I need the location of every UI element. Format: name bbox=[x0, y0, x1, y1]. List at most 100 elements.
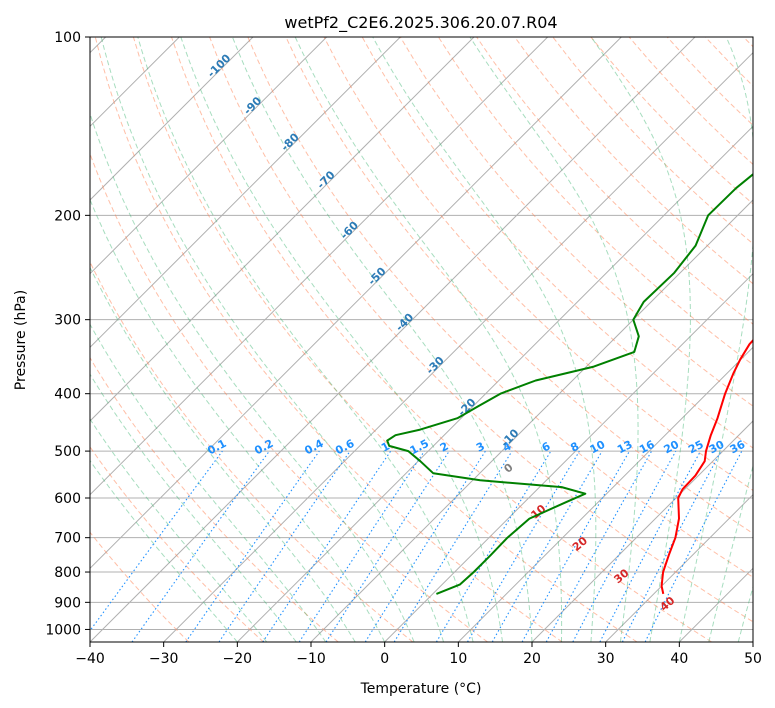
dry-adiabat bbox=[437, 37, 753, 366]
chart-title: wetPf2_C2E6.2025.306.20.07.R04 bbox=[284, 13, 557, 33]
mixing-ratio-line bbox=[325, 450, 450, 642]
x-tick-label: 0 bbox=[380, 651, 389, 667]
y-tick-label: 300 bbox=[54, 313, 81, 329]
dry-adiabat bbox=[90, 260, 414, 642]
moist-adiabat bbox=[590, 37, 691, 642]
isotherm--40 bbox=[90, 37, 696, 642]
y-tick-label: 600 bbox=[54, 491, 81, 507]
plot-frame bbox=[89, 36, 754, 643]
dry-adiabat bbox=[171, 37, 712, 642]
mixing-ratio-label: 20 bbox=[662, 438, 682, 457]
moist-adiabat bbox=[180, 37, 503, 642]
mixing-ratio-label: 13 bbox=[615, 438, 635, 457]
dry-adiabat bbox=[90, 356, 339, 642]
pressure-gridlines bbox=[90, 37, 753, 630]
dry-adiabat bbox=[285, 37, 753, 535]
plot-area bbox=[90, 37, 753, 642]
isotherm--50 bbox=[90, 37, 622, 570]
mixing-ratio-line bbox=[521, 450, 630, 642]
dry-adiabat bbox=[399, 37, 753, 407]
y-tick-label: 1000 bbox=[45, 622, 81, 638]
isotherm-0 bbox=[384, 272, 753, 642]
moist-adiabat bbox=[372, 37, 597, 642]
dry-adiabat bbox=[132, 37, 638, 642]
moist-adiabat bbox=[231, 37, 533, 642]
moist-adiabat bbox=[708, 464, 753, 642]
moist-adiabat bbox=[678, 37, 753, 642]
temperature-profile bbox=[660, 338, 753, 595]
mixing-ratio-line bbox=[298, 450, 425, 642]
mixing-ratio-line bbox=[393, 450, 513, 642]
x-tick-label: −20 bbox=[223, 651, 253, 667]
x-tick-label: 30 bbox=[597, 651, 615, 667]
mixing-ratio-label: 16 bbox=[637, 438, 657, 457]
x-tick-label: 50 bbox=[744, 651, 762, 667]
moist-adiabat bbox=[100, 37, 445, 642]
x-tick-label: 10 bbox=[449, 651, 467, 667]
isotherm--60 bbox=[90, 37, 549, 496]
moist-adiabat bbox=[90, 418, 268, 642]
mixing-ratio-line bbox=[218, 450, 351, 642]
dry-adiabat bbox=[90, 531, 190, 642]
x-tick-label: 20 bbox=[523, 651, 541, 667]
y-tick-label: 500 bbox=[54, 444, 81, 460]
moist-adiabat bbox=[90, 373, 297, 642]
isotherm-50 bbox=[752, 641, 753, 642]
mixing-ratio-line bbox=[262, 450, 392, 642]
dry-adiabat bbox=[323, 37, 753, 491]
mixing-ratio-line bbox=[545, 450, 653, 642]
chart-background bbox=[90, 37, 753, 642]
dewpoint-profile bbox=[386, 172, 753, 595]
x-tick-label: −10 bbox=[296, 651, 326, 667]
isotherm-30 bbox=[605, 493, 753, 642]
x-axis-label: Temperature (°C) bbox=[360, 681, 482, 697]
mixing-ratio-line bbox=[644, 450, 743, 642]
y-tick-label: 700 bbox=[54, 531, 81, 547]
y-axis-label: Pressure (hPa) bbox=[13, 290, 29, 390]
dry-adiabat bbox=[361, 37, 753, 449]
dry-adiabat bbox=[94, 37, 563, 642]
moist-adiabat bbox=[137, 37, 474, 642]
y-tick-label: 400 bbox=[54, 387, 81, 403]
isotherm--100 bbox=[90, 37, 254, 201]
moist-adiabat bbox=[469, 37, 639, 642]
y-tick-label: 200 bbox=[54, 208, 81, 224]
sounding-profiles bbox=[386, 172, 753, 595]
mixing-ratio-line bbox=[131, 450, 270, 642]
isotherm-20 bbox=[531, 420, 753, 642]
mixing-ratio-label: 36 bbox=[728, 438, 748, 457]
mixing-ratio-lines bbox=[90, 450, 743, 642]
x-tick-label: −30 bbox=[149, 651, 179, 667]
mixing-ratio-label: 10 bbox=[588, 438, 608, 457]
dry-adiabat bbox=[514, 37, 753, 285]
mixing-ratio-label: 30 bbox=[707, 438, 727, 457]
mixing-ratio-line bbox=[185, 450, 320, 642]
dry-adiabat bbox=[90, 446, 264, 642]
x-tick-label: 40 bbox=[670, 651, 688, 667]
moist-adiabat bbox=[90, 266, 356, 642]
x-axis-ticks: −40 −30 −20 −10 0 10 20 30 40 50 bbox=[75, 642, 762, 667]
isotherm--30 bbox=[163, 51, 753, 642]
mixing-ratio-line bbox=[90, 450, 223, 632]
dry-adiabats bbox=[90, 37, 753, 642]
dry-adiabat bbox=[90, 152, 488, 642]
isotherm--70 bbox=[90, 37, 475, 422]
moist-adiabat bbox=[737, 585, 753, 642]
isotherm--90 bbox=[90, 37, 328, 275]
isotherm-10 bbox=[457, 346, 753, 642]
plot-border bbox=[89, 36, 754, 643]
mixing-ratio-line bbox=[572, 450, 677, 642]
y-tick-label: 900 bbox=[54, 595, 81, 611]
dry-adiabat bbox=[247, 37, 753, 578]
y-tick-label: 800 bbox=[54, 565, 81, 581]
isotherm--80 bbox=[90, 37, 401, 349]
y-axis-ticks: 100 200 300 400 500 600 700 800 900 1000 bbox=[45, 30, 90, 638]
skewed-isotherms bbox=[90, 37, 753, 642]
mixing-ratio-label: 25 bbox=[686, 438, 706, 457]
x-tick-label: −40 bbox=[75, 651, 105, 667]
moist-adiabat bbox=[90, 323, 327, 642]
isotherm--20 bbox=[236, 125, 753, 642]
moist-adiabat bbox=[90, 198, 386, 642]
